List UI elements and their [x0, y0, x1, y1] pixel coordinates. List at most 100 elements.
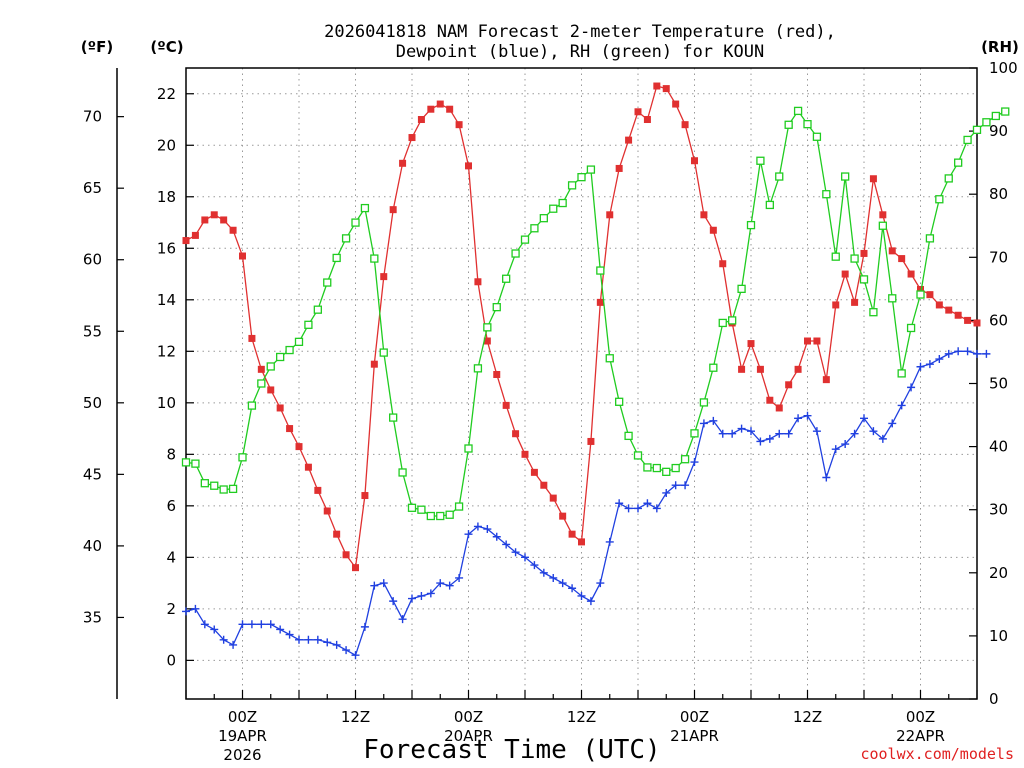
- rh-point: [643, 463, 652, 472]
- temperature-point: [587, 437, 595, 445]
- rh-point: [389, 413, 398, 422]
- rh-point: [445, 510, 454, 519]
- temperature-point: [333, 530, 341, 538]
- temperature-point: [568, 530, 576, 538]
- dewpoint-point: [417, 591, 426, 600]
- rh-point: [276, 352, 285, 362]
- dewpoint-point: [822, 473, 831, 482]
- rh-point: [407, 503, 417, 512]
- rh-point: [370, 254, 379, 263]
- temperature-point: [860, 249, 868, 257]
- dewpoint-point: [408, 594, 416, 603]
- temperature-point: [794, 365, 802, 373]
- rh-point: [775, 172, 784, 181]
- temperature-point: [352, 564, 359, 572]
- rh-point: [558, 198, 567, 208]
- rh-tick-label: 50: [989, 375, 1008, 393]
- rh-point: [351, 218, 360, 227]
- rh-point: [624, 431, 633, 441]
- temperature-point: [888, 247, 896, 255]
- date-label: 22APR: [896, 727, 945, 745]
- dewpoint-point: [718, 429, 727, 438]
- dewpoint-point: [699, 419, 708, 428]
- temperature-point: [248, 334, 256, 342]
- series-line-1: [185, 350, 987, 657]
- dewpoint-point: [530, 561, 539, 570]
- rh-tick-label: 60: [989, 311, 1008, 329]
- rh-point: [520, 235, 530, 244]
- rh-tick-label: 90: [989, 122, 1008, 140]
- temperature-point: [756, 365, 764, 373]
- celsius-tick-label: 12: [157, 342, 176, 360]
- celsius-tick-label: 0: [166, 651, 176, 669]
- rh-point: [530, 224, 539, 233]
- temperature-point: [804, 337, 811, 345]
- dewpoint-point: [794, 414, 803, 423]
- temperature-point: [719, 260, 727, 268]
- rh-point: [605, 354, 614, 363]
- rh-point: [549, 204, 558, 213]
- temperature-point: [361, 492, 369, 500]
- fahrenheit-tick-label: 40: [83, 537, 102, 555]
- rh-tick-label: 40: [989, 438, 1008, 456]
- celsius-tick-label: 2: [166, 600, 176, 618]
- x-axis-title: Forecast Time (UTC): [363, 735, 660, 765]
- dewpoint-point: [662, 488, 671, 497]
- temperature-point: [832, 301, 840, 309]
- rh-point: [360, 203, 370, 213]
- temperature-point: [653, 82, 661, 90]
- dewpoint-point: [963, 347, 972, 356]
- temperature-point: [530, 468, 538, 476]
- rh-point: [473, 364, 483, 373]
- rh-point: [963, 135, 972, 145]
- temperature-point: [493, 370, 501, 378]
- rh-point: [728, 316, 737, 325]
- temperature-point: [945, 306, 953, 314]
- dewpoint-point: [869, 427, 878, 436]
- rh-point: [850, 254, 859, 263]
- temperature-point: [465, 162, 472, 170]
- dewpoint-point: [558, 579, 567, 588]
- temperature-point: [276, 404, 284, 412]
- fahrenheit-tick-label: 35: [83, 608, 102, 626]
- temperature-point: [512, 430, 520, 438]
- dewpoint-point: [973, 349, 981, 358]
- dewpoint-point: [907, 383, 916, 392]
- dewpoint-point: [878, 434, 887, 443]
- rh-point: [238, 453, 247, 462]
- time-tick-label: 12Z: [341, 708, 370, 726]
- rh-tick-label: 70: [989, 248, 1008, 266]
- rh-point: [332, 253, 341, 263]
- rh-point: [671, 463, 680, 473]
- temperature-point: [370, 360, 378, 368]
- rh-point: [285, 345, 294, 355]
- temperature-point: [954, 311, 962, 319]
- gridlines: [186, 68, 977, 699]
- rh-point: [822, 190, 831, 199]
- temperature-point: [907, 270, 915, 278]
- chart-subtitle: Dewpoint (blue), RH (green) for KOUN: [396, 42, 764, 62]
- temperature-point: [785, 381, 793, 389]
- dewpoint-point: [473, 522, 482, 531]
- rh-tick-label: 100: [989, 59, 1018, 77]
- dewpoint-point: [709, 416, 718, 425]
- rh-tick-label: 10: [989, 627, 1008, 645]
- rh-tick-label: 0: [989, 690, 999, 708]
- dewpoint-point: [379, 579, 388, 588]
- dewpoint-point: [634, 504, 642, 513]
- temperature-point: [813, 337, 821, 345]
- time-tick-label: 00Z: [906, 708, 935, 726]
- temperature-point: [483, 337, 491, 345]
- dewpoint-point: [775, 429, 784, 438]
- rh-point: [652, 463, 661, 473]
- temperature-point: [220, 216, 228, 224]
- dewpoint-point: [342, 646, 351, 655]
- rh-point: [492, 302, 501, 312]
- celsius-tick-label: 20: [157, 136, 176, 154]
- dewpoint-point: [238, 620, 247, 629]
- fahrenheit-tick-label: 60: [83, 251, 102, 269]
- temperature-point: [286, 425, 294, 433]
- rh-point: [812, 132, 822, 141]
- temperature-point: [446, 105, 454, 113]
